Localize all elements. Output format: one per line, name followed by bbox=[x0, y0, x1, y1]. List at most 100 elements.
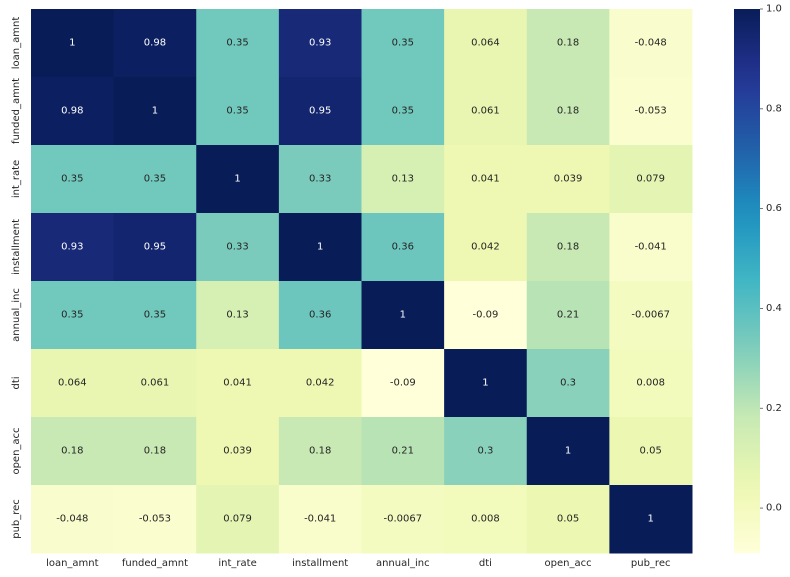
heatmap-cell bbox=[278, 485, 362, 554]
cell-annotation: -0.0067 bbox=[631, 310, 670, 321]
heatmap-cell bbox=[196, 349, 280, 418]
heatmap-cell bbox=[361, 417, 445, 486]
x-tick-label: pub_rec bbox=[631, 558, 671, 569]
heatmap-cell bbox=[609, 281, 693, 350]
heatmap-cell bbox=[361, 349, 445, 418]
heatmap-cell bbox=[361, 213, 445, 282]
heatmap-cell bbox=[278, 349, 362, 418]
heatmap-cell bbox=[444, 145, 528, 214]
cell-annotation: 1 bbox=[69, 38, 75, 49]
cell-annotation: 0.93 bbox=[61, 242, 83, 253]
heatmap-cell bbox=[196, 417, 280, 486]
cell-annotation: 0.079 bbox=[223, 514, 252, 525]
cell-annotation: 0.35 bbox=[226, 38, 248, 49]
heatmap-cell bbox=[31, 213, 115, 282]
heatmap-cell bbox=[526, 485, 610, 554]
cell-annotation: 0.079 bbox=[636, 174, 665, 185]
heatmap-cell bbox=[444, 281, 528, 350]
heatmap-cell bbox=[31, 417, 115, 486]
heatmap-cell bbox=[526, 281, 610, 350]
heatmap-cell bbox=[31, 485, 115, 554]
heatmap-cell bbox=[278, 213, 362, 282]
cell-annotation: 0.008 bbox=[471, 514, 500, 525]
heatmap-cell bbox=[526, 9, 610, 78]
x-tick-label: funded_amnt bbox=[122, 558, 188, 569]
cell-annotation: 1 bbox=[400, 310, 406, 321]
y-tick-label: pub_rec bbox=[11, 499, 22, 539]
cell-annotation: 0.98 bbox=[144, 38, 166, 49]
y-tick-label: funded_amnt bbox=[11, 78, 22, 144]
colorbar-tick-label: 0.6 bbox=[766, 203, 782, 214]
cell-annotation: 0.13 bbox=[226, 310, 248, 321]
cell-annotation: 0.98 bbox=[61, 106, 83, 117]
heatmap-cell bbox=[609, 417, 693, 486]
x-tick-label: installment bbox=[292, 558, 348, 569]
heatmap-cell bbox=[609, 213, 693, 282]
cell-annotation: 0.041 bbox=[223, 378, 252, 389]
cell-annotation: 0.18 bbox=[557, 38, 579, 49]
cell-annotation: 0.008 bbox=[636, 378, 665, 389]
heatmap-cell bbox=[609, 77, 693, 146]
cell-annotation: 0.36 bbox=[392, 242, 414, 253]
cell-annotation: 0.36 bbox=[309, 310, 331, 321]
heatmap-cell bbox=[278, 77, 362, 146]
heatmap-cell bbox=[444, 417, 528, 486]
x-axis-ticks: loan_amnt funded_amnt int_rate installment a… bbox=[46, 558, 670, 569]
cell-annotation: 0.93 bbox=[309, 38, 331, 49]
colorbar-tick-label: 0.8 bbox=[766, 103, 782, 114]
cell-annotation: 0.05 bbox=[640, 446, 662, 457]
cell-annotation: -0.09 bbox=[390, 378, 416, 389]
heatmap-cell bbox=[526, 349, 610, 418]
heatmap-cell bbox=[31, 77, 115, 146]
heatmap-cell bbox=[444, 77, 528, 146]
heatmap-cell bbox=[113, 145, 197, 214]
heatmap-cell bbox=[526, 145, 610, 214]
heatmap-cell bbox=[609, 145, 693, 214]
cell-annotation: 0.18 bbox=[557, 106, 579, 117]
heatmap-cell bbox=[113, 485, 197, 554]
cell-annotation: -0.041 bbox=[635, 242, 667, 253]
cell-annotation: -0.053 bbox=[139, 514, 171, 525]
x-tick-label: int_rate bbox=[218, 558, 256, 569]
cell-annotation: 0.3 bbox=[560, 378, 576, 389]
heatmap-cell bbox=[31, 9, 115, 78]
cell-annotation: 0.18 bbox=[309, 446, 331, 457]
y-tick-label: installment bbox=[11, 219, 22, 275]
heatmap-cell bbox=[444, 349, 528, 418]
colorbar-tick-label: 0.4 bbox=[766, 303, 782, 314]
heatmap-cell bbox=[113, 349, 197, 418]
cell-annotation: 0.18 bbox=[144, 446, 166, 457]
cell-annotation: 0.21 bbox=[392, 446, 414, 457]
y-tick-label: int_rate bbox=[11, 160, 22, 198]
heatmap-cell bbox=[113, 417, 197, 486]
heatmap-cell bbox=[113, 77, 197, 146]
heatmap-cell bbox=[278, 281, 362, 350]
heatmap-cell bbox=[609, 349, 693, 418]
heatmap-cell bbox=[526, 417, 610, 486]
heatmap-cell bbox=[278, 9, 362, 78]
cell-annotation: 0.039 bbox=[554, 174, 583, 185]
cell-annotation: 0.21 bbox=[557, 310, 579, 321]
heatmap-cell bbox=[361, 9, 445, 78]
heatmap-cell bbox=[444, 9, 528, 78]
cell-annotation: 0.042 bbox=[471, 242, 500, 253]
cell-annotation: -0.041 bbox=[304, 514, 336, 525]
y-tick-label: open_acc bbox=[11, 427, 22, 474]
cell-annotation: -0.048 bbox=[635, 38, 667, 49]
y-tick-label: annual_inc bbox=[11, 288, 22, 342]
cell-annotation: 1 bbox=[565, 446, 571, 457]
y-tick-label: loan_amnt bbox=[11, 17, 22, 70]
cell-annotation: 1 bbox=[317, 242, 323, 253]
heatmap-cell bbox=[196, 145, 280, 214]
heatmap-cell bbox=[361, 485, 445, 554]
cell-annotation: 1 bbox=[482, 378, 488, 389]
cell-annotation: 0.18 bbox=[557, 242, 579, 253]
colorbar-tick-label: 0.2 bbox=[766, 403, 782, 414]
cell-annotation: 0.35 bbox=[392, 38, 414, 49]
y-tick-label: dti bbox=[11, 376, 22, 389]
cell-annotation: 1 bbox=[234, 174, 240, 185]
heatmap-cell bbox=[278, 145, 362, 214]
cell-annotation: 0.95 bbox=[309, 106, 331, 117]
heatmap-cell bbox=[526, 213, 610, 282]
heatmap-cell bbox=[361, 77, 445, 146]
